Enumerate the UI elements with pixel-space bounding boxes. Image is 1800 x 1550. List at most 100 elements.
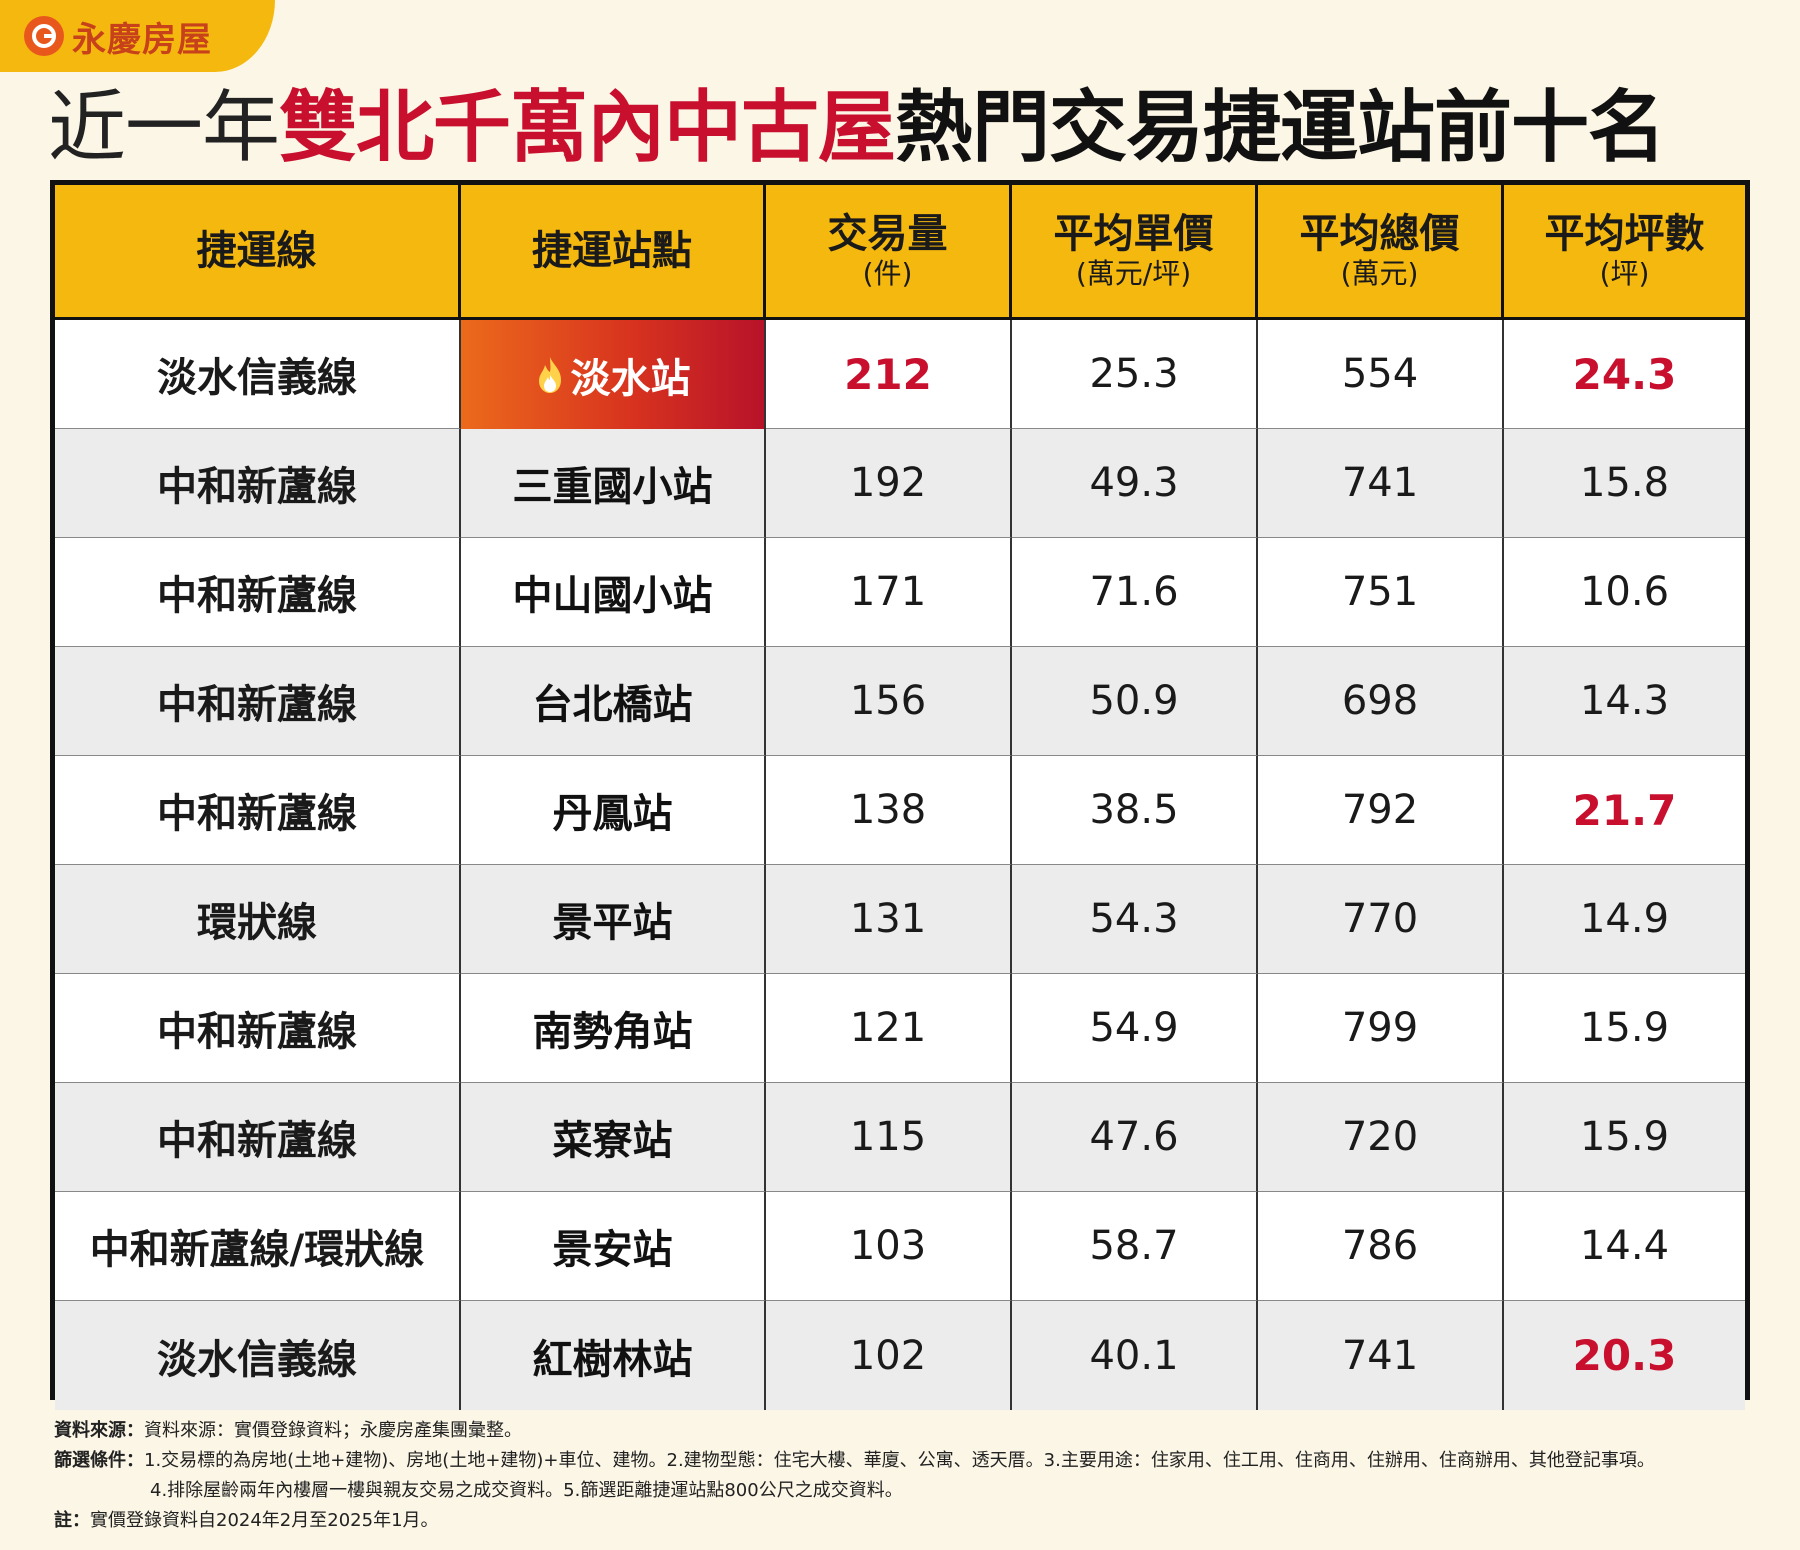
title-highlight: 雙北千萬內中古屋 [279, 83, 896, 173]
ranking-table: 捷運線 捷運站點 交易量 (件) 平均單價 (萬元/坪) 平均總價 (萬元) 平… [50, 180, 1750, 1410]
filter-label: 篩選條件： [54, 1450, 144, 1471]
avg-area: 15.9 [1579, 1005, 1670, 1051]
mrt-line: 淡水信義線 [157, 1336, 357, 1383]
mrt-line: 環狀線 [197, 900, 317, 946]
transaction-volume: 192 [849, 460, 927, 506]
header-unit: (萬元) [1340, 257, 1419, 290]
transaction-volume: 212 [844, 349, 932, 399]
avg-total-price: 554 [1341, 351, 1419, 397]
source-text: 資料來源：實價登錄資料；永慶房產集團彙整。 [144, 1420, 522, 1441]
table-row: 淡水信義線 紅樹林站 102 40.1 741 20.3 [55, 1301, 1745, 1410]
avg-total-price: 792 [1341, 787, 1419, 833]
header-cell: 平均坪數 (坪) [1504, 185, 1745, 317]
avg-area: 14.4 [1579, 1223, 1670, 1269]
transaction-volume: 156 [849, 678, 927, 724]
avg-unit-price: 50.9 [1089, 678, 1179, 724]
header-label: 平均總價 [1299, 211, 1460, 257]
header-cell: 交易量 (件) [766, 185, 1012, 317]
avg-area: 20.3 [1572, 1331, 1677, 1380]
table-row: 中和新蘆線 台北橋站 156 50.9 698 14.3 [55, 647, 1745, 756]
yungching-logo-icon [24, 16, 64, 56]
avg-unit-price: 47.6 [1089, 1114, 1179, 1160]
title-suffix: 熱門交易捷運站前十名 [895, 83, 1666, 173]
footnotes: 資料來源：資料來源：實價登錄資料；永慶房產集團彙整。 篩選條件：1.交易標的為房… [54, 1416, 1655, 1536]
mrt-line: 中和新蘆線 [157, 791, 357, 837]
source-label: 資料來源： [54, 1420, 144, 1441]
avg-unit-price: 25.3 [1089, 351, 1179, 397]
filter-line-2: 4.排除屋齡兩年內樓層一樓與親友交易之成交資料。5.篩選距離捷運站點800公尺之… [150, 1480, 903, 1501]
logo-tab: 永慶房屋 [0, 0, 275, 72]
header-unit: (件) [862, 257, 913, 290]
fire-icon [538, 356, 561, 393]
transaction-volume: 121 [849, 1005, 927, 1051]
avg-unit-price: 49.3 [1089, 460, 1179, 506]
table-row: 中和新蘆線 菜寮站 115 47.6 720 15.9 [55, 1083, 1745, 1192]
table-row: 中和新蘆線 丹鳳站 138 38.5 792 21.7 [55, 756, 1745, 865]
page-title: 近一年雙北千萬內中古屋熱門交易捷運站前十名 [48, 78, 1666, 178]
avg-unit-price: 54.3 [1089, 896, 1179, 942]
note-label: 註： [54, 1510, 90, 1531]
table-header-row: 捷運線 捷運站點 交易量 (件) 平均單價 (萬元/坪) 平均總價 (萬元) 平… [55, 185, 1745, 320]
header-label: 交易量 [827, 211, 948, 257]
avg-area: 15.9 [1579, 1114, 1670, 1160]
table-row: 中和新蘆線 中山國小站 171 71.6 751 10.6 [55, 538, 1745, 647]
header-cell: 捷運線 [55, 185, 461, 317]
header-cell: 捷運站點 [461, 185, 766, 317]
logo-text: 永慶房屋 [72, 19, 212, 60]
avg-unit-price: 40.1 [1089, 1332, 1179, 1379]
mrt-line: 中和新蘆線 [157, 1118, 357, 1164]
avg-area: 14.9 [1579, 896, 1670, 942]
title-prefix: 近一年 [48, 83, 280, 173]
avg-area: 15.8 [1579, 460, 1670, 506]
header-label: 平均單價 [1053, 211, 1214, 257]
mrt-line: 中和新蘆線 [157, 573, 357, 619]
station-name: 菜寮站 [552, 1118, 673, 1164]
avg-area: 24.3 [1572, 349, 1677, 399]
table-row: 中和新蘆線 三重國小站 192 49.3 741 15.8 [55, 429, 1745, 538]
avg-total-price: 751 [1341, 569, 1419, 615]
station-name: 景平站 [552, 900, 673, 946]
avg-total-price: 720 [1341, 1114, 1419, 1160]
mrt-line: 中和新蘆線 [157, 682, 357, 728]
transaction-volume: 115 [849, 1114, 927, 1160]
transaction-volume: 103 [849, 1223, 927, 1269]
source-note: 資料來源：資料來源：實價登錄資料；永慶房產集團彙整。 [54, 1416, 1655, 1446]
station-name: 淡水站 [570, 355, 691, 402]
avg-total-price: 698 [1341, 678, 1419, 724]
avg-total-price: 741 [1341, 460, 1419, 506]
table-row: 中和新蘆線/環狀線 景安站 103 58.7 786 14.4 [55, 1192, 1745, 1301]
mrt-line: 淡水信義線 [157, 355, 357, 401]
table-row: 中和新蘆線 南勢角站 121 54.9 799 15.9 [55, 974, 1745, 1083]
header-label: 捷運站點 [532, 228, 692, 274]
transaction-volume: 138 [849, 787, 927, 833]
header-label: 捷運線 [196, 228, 317, 274]
transaction-volume: 102 [849, 1332, 927, 1379]
station-name: 丹鳳站 [552, 791, 673, 837]
mrt-line: 中和新蘆線/環狀線 [89, 1227, 425, 1273]
mrt-line: 中和新蘆線 [157, 1009, 357, 1055]
header-cell: 平均總價 (萬元) [1258, 185, 1504, 317]
table-row: 環狀線 景平站 131 54.3 770 14.9 [55, 865, 1745, 974]
station-name: 南勢角站 [532, 1009, 693, 1055]
header-cell: 平均單價 (萬元/坪) [1012, 185, 1258, 317]
avg-total-price: 741 [1341, 1332, 1419, 1379]
avg-unit-price: 58.7 [1089, 1223, 1179, 1269]
avg-area: 14.3 [1579, 678, 1670, 724]
period-note: 註：實價登錄資料自2024年2月至2025年1月。 [54, 1506, 1655, 1536]
avg-unit-price: 54.9 [1089, 1005, 1179, 1051]
filter-line-1: 1.交易標的為房地(土地+建物)、房地(土地+建物)+車位、建物。2.建物型態：… [144, 1450, 1655, 1471]
top-station-highlight: 淡水站 [461, 320, 764, 429]
avg-unit-price: 71.6 [1089, 569, 1179, 615]
avg-area: 10.6 [1579, 569, 1670, 615]
avg-total-price: 799 [1341, 1005, 1419, 1051]
station-name: 三重國小站 [512, 464, 713, 510]
avg-total-price: 786 [1341, 1223, 1419, 1269]
header-unit: (坪) [1599, 257, 1650, 290]
note-text: 實價登錄資料自2024年2月至2025年1月。 [90, 1510, 439, 1531]
table-row: 淡水信義線 淡水站 212 25.3 554 24.3 [55, 320, 1745, 429]
filter-note: 篩選條件：1.交易標的為房地(土地+建物)、房地(土地+建物)+車位、建物。2.… [54, 1446, 1655, 1506]
transaction-volume: 171 [849, 569, 927, 615]
station-name: 紅樹林站 [532, 1336, 693, 1383]
avg-unit-price: 38.5 [1089, 787, 1179, 833]
header-unit: (萬元/坪) [1075, 257, 1192, 290]
